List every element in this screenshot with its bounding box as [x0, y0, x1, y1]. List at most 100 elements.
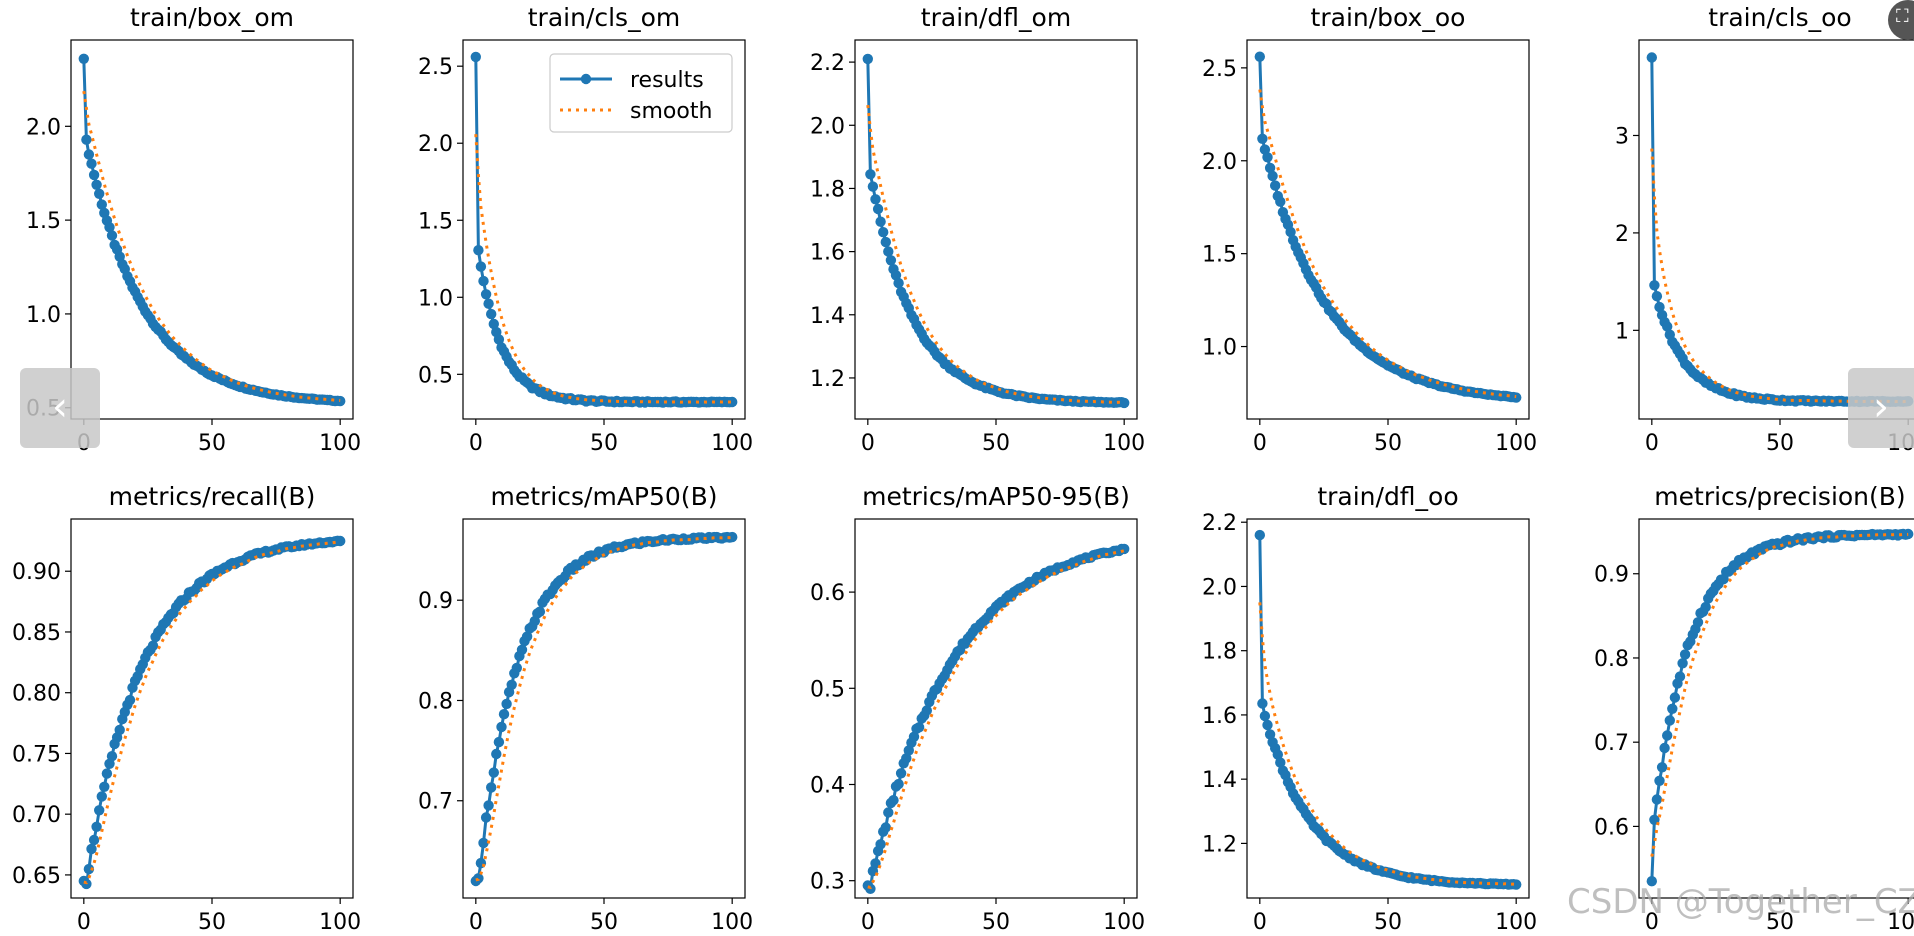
plot-frame	[854, 39, 1138, 420]
y-tick-label: 1.0	[26, 303, 61, 328]
results-line	[866, 58, 1125, 405]
chevron-left-icon: ‹	[52, 384, 68, 430]
results-point	[496, 721, 507, 733]
results-point	[870, 858, 881, 869]
results-point	[91, 821, 102, 832]
results-point	[1651, 794, 1663, 805]
y-tick-label: 1.4	[1202, 768, 1237, 793]
results-point	[86, 843, 97, 855]
results-point	[1257, 133, 1268, 144]
y-tick-label: 1.5	[418, 209, 453, 234]
results-point	[106, 751, 118, 762]
y-tick-label: 1.2	[810, 367, 845, 392]
results-point	[1700, 601, 1711, 613]
chart-title: train/dfl_om	[921, 3, 1071, 32]
results-point	[1654, 301, 1665, 313]
results-point	[1511, 392, 1522, 403]
y-tick-label: 0.6	[1594, 815, 1629, 840]
x-tick-label: 50	[590, 910, 618, 935]
y-tick-label: 0.7	[1594, 731, 1629, 756]
y-tick-label: 0.90	[12, 560, 61, 585]
results-point	[91, 179, 102, 190]
y-tick-label: 2.2	[1202, 511, 1237, 536]
y-tick-label: 2.2	[810, 51, 845, 76]
previous-image-button[interactable]: ‹	[20, 368, 100, 448]
results-point	[96, 199, 108, 210]
results-point	[480, 289, 492, 300]
results-point	[493, 736, 505, 748]
results-point	[1667, 703, 1678, 714]
next-image-button[interactable]: ›	[1848, 368, 1914, 448]
results-point	[921, 705, 932, 716]
expand-button[interactable]: ⛶	[1888, 0, 1914, 40]
y-tick-label: 1.5	[26, 209, 61, 234]
x-tick-label: 100	[319, 431, 361, 456]
x-tick-label: 100	[1495, 431, 1537, 456]
results-point	[872, 203, 884, 215]
results-point	[885, 255, 897, 266]
plot-frame	[1638, 518, 1914, 899]
results-point	[880, 822, 891, 833]
smooth-line	[1650, 532, 1909, 857]
y-tick-label: 0.65	[12, 864, 61, 889]
results-point	[1275, 196, 1286, 207]
data-layer	[1254, 51, 1522, 403]
y-tick-label: 0.75	[12, 742, 61, 767]
results-point	[516, 644, 528, 655]
chart-title: train/dfl_oo	[1317, 482, 1458, 511]
legend-label-smooth: smooth	[630, 99, 712, 124]
y-tick-label: 0.9	[1594, 563, 1629, 588]
x-tick-label: 50	[1374, 910, 1402, 935]
chart-panel: train/dfl_oo 0 50 100 1.2 1.4 1.6 1.8 2.0 2.2	[1202, 482, 1537, 935]
smooth-line	[1258, 89, 1517, 399]
data-layer	[470, 51, 738, 408]
y-tick-label: 0.8	[1594, 647, 1629, 672]
y-tick-label: 2.0	[418, 132, 453, 157]
chart-panel: train/cls_oo050100123	[1615, 3, 1914, 456]
data-layer	[1254, 529, 1522, 890]
results-point	[83, 863, 95, 875]
chart-title: metrics/recall(B)	[109, 482, 316, 511]
results-point	[865, 169, 876, 180]
results-point	[1285, 226, 1296, 238]
results-point	[1659, 742, 1670, 754]
results-point	[483, 800, 494, 811]
x-tick-label: 50	[1766, 431, 1794, 456]
y-tick-label: 0.5	[418, 363, 453, 388]
results-point	[1257, 698, 1268, 709]
legend-box	[549, 53, 733, 133]
results-point	[124, 694, 136, 706]
y-tick-label: 3	[1615, 124, 1629, 149]
results-point	[335, 395, 346, 407]
results-point	[473, 245, 484, 256]
y-tick-label: 0.3	[810, 870, 845, 895]
data-layer	[78, 53, 346, 407]
results-line	[1258, 535, 1517, 887]
results-point	[895, 768, 907, 779]
y-tick-label: 1.0	[418, 286, 453, 311]
legend: results smooth	[549, 53, 733, 133]
results-point	[727, 396, 738, 408]
y-tick-label: 1.2	[1202, 832, 1237, 857]
data-layer	[862, 53, 1130, 409]
results-point	[106, 230, 118, 241]
results-point	[913, 722, 925, 733]
x-tick-label: 50	[198, 910, 226, 935]
results-point	[99, 781, 110, 792]
y-tick-label: 1.6	[1202, 704, 1237, 729]
results-point	[1511, 879, 1522, 890]
smooth-line	[1258, 602, 1517, 886]
results-point	[521, 631, 533, 642]
results-point	[86, 158, 97, 169]
y-tick-label: 0.5	[810, 677, 845, 702]
results-point	[1656, 762, 1668, 773]
x-tick-label: 0	[1253, 431, 1267, 456]
results-point	[1674, 671, 1686, 682]
y-tick-label: 2.5	[418, 55, 453, 80]
results-point	[486, 782, 497, 793]
smooth-line	[866, 104, 1125, 404]
results-point	[1264, 162, 1276, 174]
y-tick-label: 0.70	[12, 803, 61, 828]
results-line	[1258, 56, 1517, 400]
